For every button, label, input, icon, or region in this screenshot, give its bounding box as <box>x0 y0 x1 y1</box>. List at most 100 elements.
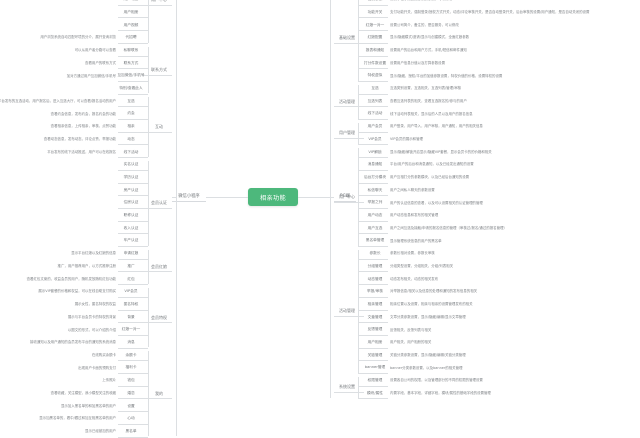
right-item-stem <box>358 42 362 44</box>
right-item-label[interactable]: banner管理 <box>364 365 386 370</box>
right-item-label[interactable]: 强制参数 <box>362 0 388 5</box>
right-item-label[interactable]: 用户相册 <box>367 340 383 345</box>
right-group-label[interactable]: 基础设置 <box>339 35 355 41</box>
right-item-label[interactable]: 用户动态 <box>367 213 383 218</box>
right-item-label[interactable]: 用户会员 <box>367 124 383 129</box>
right-item-label[interactable]: 后台打分模块 <box>363 174 387 179</box>
left-item-desc: 查看收藏，关注模型，我小模型关注的收藏 <box>50 391 116 396</box>
right-item-label[interactable]: 参数长 <box>369 251 381 256</box>
left-group-label[interactable]: 互动 <box>155 124 163 130</box>
left-group-label[interactable]: 联系方式 <box>151 66 167 72</box>
branch-left[interactable]: 微信小程序 <box>172 191 206 202</box>
left-group-label[interactable]: 我的 <box>155 390 163 396</box>
left-item-label[interactable]: 心动 <box>127 416 135 421</box>
left-item-label[interactable]: VIP会员 <box>124 289 138 294</box>
left-item-label[interactable]: 联系方式 <box>123 60 139 65</box>
left-item-label[interactable]: 房产认证 <box>123 187 139 192</box>
left-item-label[interactable]: 互加微信/手机号 <box>117 73 145 78</box>
right-item-label[interactable]: 红娘配置 <box>367 35 383 40</box>
left-item-underline <box>118 220 144 222</box>
right-item-label[interactable]: 相亲管理 <box>367 301 383 306</box>
left-item-underline <box>118 119 144 121</box>
right-item-label[interactable]: 举报之列 <box>367 200 383 205</box>
left-item-label[interactable]: 消息 <box>127 340 135 345</box>
branch-right[interactable]: PC端 <box>334 191 356 202</box>
left-item-label[interactable]: 红娘一对一 <box>121 327 141 332</box>
right-group-label[interactable]: 活动管理 <box>339 98 355 104</box>
right-group-label[interactable]: 用户管理 <box>339 130 355 136</box>
right-item-underline <box>362 93 388 95</box>
left-item-label[interactable]: 推广 <box>127 263 135 268</box>
right-item-label[interactable]: VIP解锁 <box>368 149 382 154</box>
right-item-label[interactable]: 反馈管理 <box>367 327 383 332</box>
left-item-label[interactable]: 用户动态 <box>118 0 144 5</box>
right-item-label[interactable]: 关链管理 <box>367 352 383 357</box>
left-group-bracket <box>148 46 149 94</box>
right-item-label[interactable]: 私信聊天 <box>367 187 383 192</box>
left-item-label[interactable]: 线下活动 <box>123 149 139 154</box>
left-item-label[interactable]: 私聊联系 <box>123 47 139 52</box>
left-item-label[interactable]: 黑名单 <box>125 428 137 433</box>
left-group-bracket <box>148 351 149 437</box>
left-item-label[interactable]: 学历认证 <box>123 174 139 179</box>
right-item-label[interactable]: 权限管理 <box>367 378 383 383</box>
left-item-label[interactable]: 余额卡 <box>125 352 137 357</box>
right-item-stem <box>358 398 362 400</box>
right-group-label[interactable]: 系统设置 <box>339 384 355 390</box>
right-item-label[interactable]: 文章管理 <box>367 314 383 319</box>
left-item-stem <box>144 55 148 57</box>
left-item-label[interactable]: 住房认证 <box>123 200 139 205</box>
right-item-label[interactable]: 特权虚拟 <box>367 73 383 78</box>
left-item-label[interactable]: 相亲 <box>127 124 135 129</box>
right-item-label[interactable]: 功能开关 <box>367 9 383 14</box>
left-group-label[interactable]: 会员认证 <box>151 200 167 206</box>
left-item-label[interactable]: 职称认证 <box>123 213 139 218</box>
left-item-desc: 查看动态信息，发布动态，评论点赞，举报功能 <box>43 137 116 142</box>
left-item-label[interactable]: 婚恋 <box>127 390 135 395</box>
right-item-label[interactable]: 举报/审核 <box>367 289 383 294</box>
right-item-label[interactable]: 报表和通知 <box>365 47 385 52</box>
right-group-label[interactable]: 用户中心 <box>339 193 355 199</box>
left-item-label[interactable]: 设置 <box>127 403 135 408</box>
left-item-label[interactable]: 实名认证 <box>123 162 139 167</box>
right-item-stem <box>358 4 362 6</box>
left-item-label[interactable]: 互选 <box>127 98 135 103</box>
right-item-label[interactable]: 模块/属性 <box>367 390 383 395</box>
left-item-label[interactable]: 代招聘 <box>125 35 137 40</box>
left-item-label[interactable]: 钱包 <box>127 378 135 383</box>
left-item-label[interactable]: 收入认证 <box>123 225 139 230</box>
right-item-label[interactable]: 分组管理 <box>367 263 383 268</box>
right-item-label[interactable]: 动态管理 <box>367 276 383 281</box>
right-item-label[interactable]: VIP会员 <box>368 136 382 141</box>
left-item-desc: 出现用户卡面的预购支付 <box>78 365 116 370</box>
left-item-label[interactable]: 车产认证 <box>123 238 139 243</box>
right-item-label[interactable]: 互选列表 <box>367 98 383 103</box>
right-item-label[interactable]: 黑名单管理 <box>365 238 385 243</box>
right-item-label[interactable]: 线下活动 <box>367 111 383 116</box>
left-item-label[interactable]: 特别/查看此人 <box>119 86 143 91</box>
left-item-label[interactable]: 用户相册 <box>123 9 139 14</box>
left-item-label[interactable]: 福利卡 <box>125 365 137 370</box>
right-item-label[interactable]: 用户互选 <box>367 225 383 230</box>
right-item-label[interactable]: 消息通知 <box>367 162 383 167</box>
right-item-label[interactable]: 红娘一对一 <box>365 22 385 27</box>
right-item-label[interactable]: 互选 <box>371 86 379 91</box>
left-group-label[interactable]: 会员特权 <box>151 314 167 320</box>
left-item-label[interactable]: 动态 <box>127 136 135 141</box>
right-item-desc: 相亲位置以及设置，相亲与相亲的设置管理发布的相关 <box>390 302 473 307</box>
root-node[interactable]: 相亲功能 <box>248 188 298 206</box>
left-group-label[interactable]: 用户中心 <box>146 0 172 5</box>
right-group-label[interactable]: 活动管理 <box>339 308 355 314</box>
left-item-label[interactable]: 红包 <box>127 276 135 281</box>
left-item-label[interactable]: 背景 <box>127 314 135 319</box>
left-item-label[interactable]: 用户视频 <box>123 22 139 27</box>
right-item-label[interactable]: 打分件数设置 <box>363 60 387 65</box>
left-group-label[interactable]: 会员红娘 <box>151 263 167 269</box>
right-item-desc: 用户互相打分的参数模块，以及已经后台通知的设置 <box>390 175 470 180</box>
left-item-underline <box>118 398 144 400</box>
left-item-label[interactable]: 申请红娘 <box>123 251 139 256</box>
left-item-label[interactable]: 约会 <box>127 111 135 116</box>
right-item-underline <box>362 284 388 286</box>
right-item-underline <box>362 17 388 19</box>
left-item-label[interactable]: 匿名特权 <box>123 301 139 306</box>
